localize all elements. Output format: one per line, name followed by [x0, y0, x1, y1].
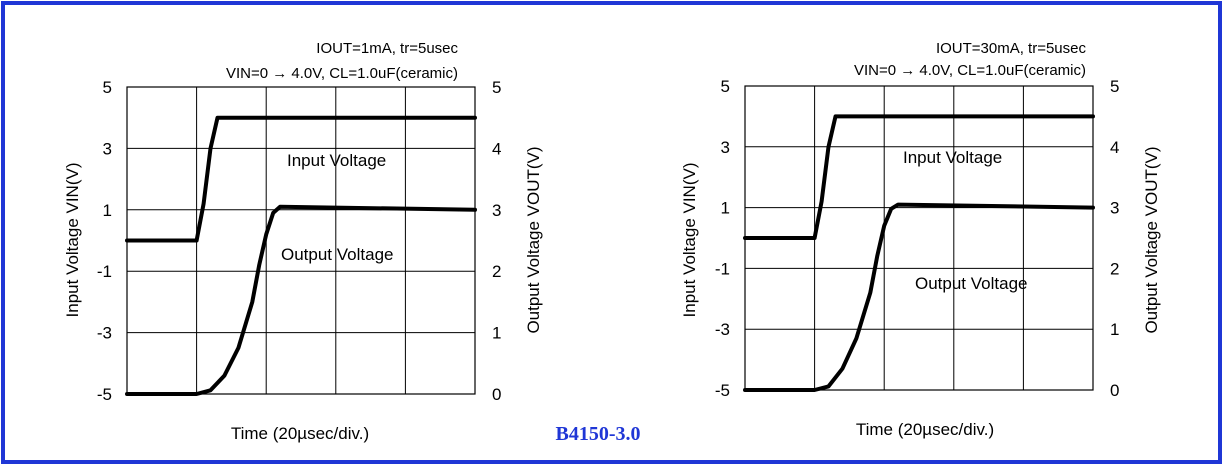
series-label-input: Input Voltage	[903, 148, 1002, 167]
right-tick-label: 1	[492, 324, 501, 343]
right-tick-label: 5	[492, 78, 501, 97]
chart-right: IOUT=30mA, tr=5usec VIN=0 → 4.0V, CL=1.0…	[680, 40, 1161, 439]
annotation-line-1: IOUT=1mA, tr=5usec	[316, 40, 458, 57]
left-tick-label: -3	[715, 320, 730, 339]
series-label-output: Output Voltage	[915, 274, 1027, 293]
series-line-output	[743, 202, 1095, 392]
plot-area: 5 5 3 4 1 3 -1 2 -3 1 -5 0	[97, 78, 502, 404]
right-tick-label: 0	[492, 385, 501, 404]
left-tick-label: 3	[103, 139, 112, 158]
left-tick-label: -5	[97, 385, 112, 404]
plot-area: 5 5 3 4 1 3 -1 2 -3 1 -5 0	[715, 77, 1120, 400]
right-tick-label: 2	[1110, 259, 1119, 278]
left-tick-label: -5	[715, 381, 730, 400]
right-tick-label: 3	[492, 201, 501, 220]
right-tick-label: 0	[1110, 381, 1119, 400]
y-axis-label-left: Input Voltage VIN(V)	[680, 163, 699, 318]
y-axis-label-right: Output Voltage VOUT(V)	[524, 146, 543, 333]
y-axis-label-left: Input Voltage VIN(V)	[63, 163, 82, 318]
left-tick-label: -3	[97, 324, 112, 343]
left-tick-label: 5	[103, 78, 112, 97]
series-label-input: Input Voltage	[287, 151, 386, 170]
left-tick-label: 1	[103, 201, 112, 220]
x-axis-label: Time (20µsec/div.)	[231, 424, 369, 443]
x-axis-label: Time (20µsec/div.)	[856, 420, 994, 439]
right-tick-label: 4	[492, 139, 501, 158]
right-tick-label: 5	[1110, 77, 1119, 96]
chart-left: IOUT=1mA, tr=5usec VIN=0 → 4.0V, CL=1.0u…	[63, 40, 543, 443]
part-number-caption: B4150-3.0	[556, 423, 641, 445]
left-tick-label: 3	[721, 138, 730, 157]
right-tick-label: 1	[1110, 320, 1119, 339]
annotation-line-1: IOUT=30mA, tr=5usec	[936, 40, 1087, 57]
left-tick-label: 1	[721, 199, 730, 218]
right-tick-label: 2	[492, 262, 501, 281]
left-tick-label: -1	[97, 262, 112, 281]
right-tick-label: 4	[1110, 138, 1119, 157]
annotation-line-2: VIN=0 → 4.0V, CL=1.0uF(ceramic)	[854, 62, 1086, 79]
right-tick-label: 3	[1110, 199, 1119, 218]
y-axis-label-right: Output Voltage VOUT(V)	[1142, 146, 1161, 333]
series-label-output: Output Voltage	[281, 245, 393, 264]
left-tick-label: -1	[715, 259, 730, 278]
series-line-input	[743, 114, 1095, 240]
left-tick-label: 5	[721, 77, 730, 96]
series-line-input	[125, 115, 477, 243]
annotation-line-2: VIN=0 → 4.0V, CL=1.0uF(ceramic)	[226, 65, 458, 82]
series-line-output	[125, 204, 477, 396]
